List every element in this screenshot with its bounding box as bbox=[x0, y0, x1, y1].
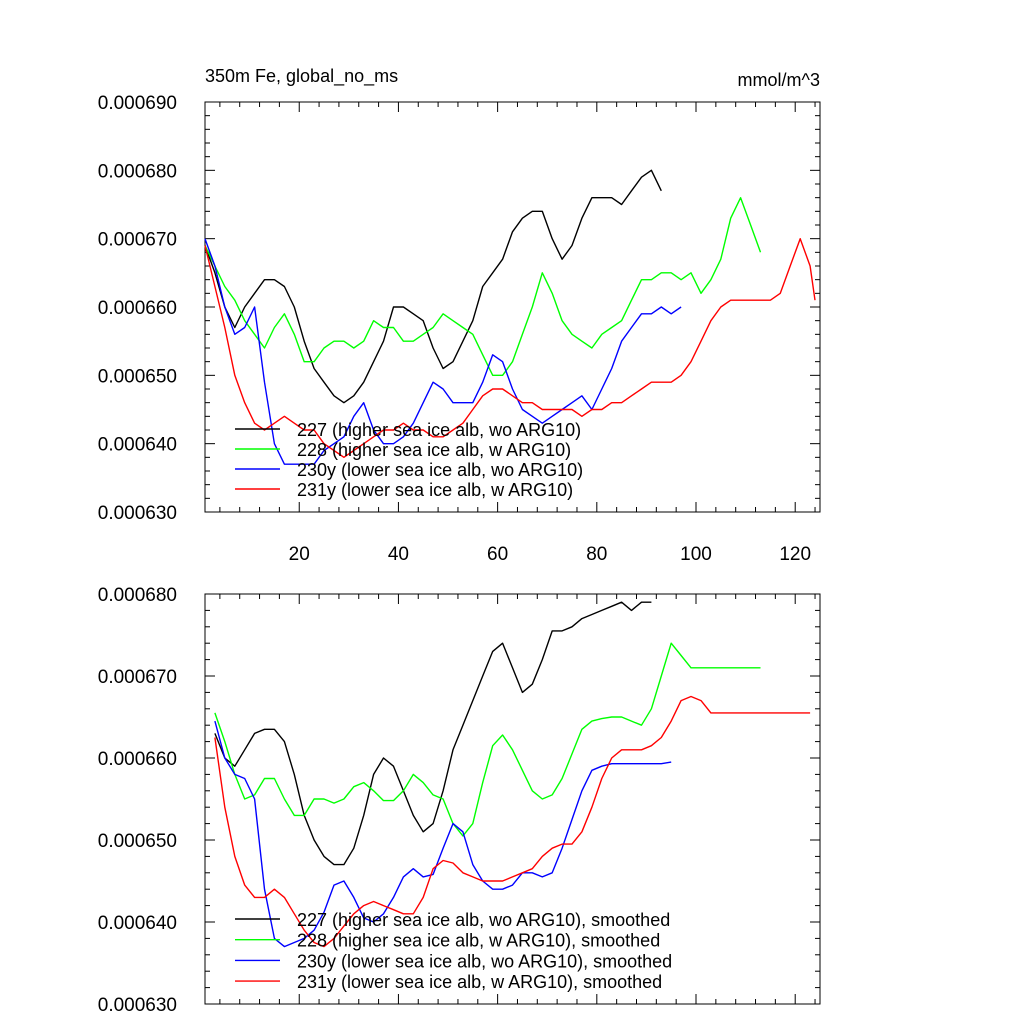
x-tick-label: 40 bbox=[388, 544, 409, 565]
x-tick-label: 80 bbox=[586, 544, 607, 565]
y-tick-labels: 0.000630 0.000640 0.000650 0.000660 0.000670… bbox=[98, 585, 177, 1016]
legend-label-2: 230y (lower sea ice alb, wo ARG10), smoo… bbox=[297, 951, 672, 971]
y-tick-label: 0.000650 bbox=[98, 831, 177, 852]
series-lines bbox=[204, 169, 816, 465]
x-tick-marks bbox=[219, 102, 816, 512]
series-line-3 bbox=[204, 237, 816, 458]
y-tick-label: 0.000670 bbox=[98, 667, 177, 688]
y-tick-label: 0.000630 bbox=[98, 995, 177, 1016]
x-tick-label: 60 bbox=[487, 544, 508, 565]
series-line-0 bbox=[214, 601, 652, 866]
x-tick-labels: 20 40 60 80 100 120 bbox=[289, 544, 811, 565]
series-line-0 bbox=[204, 169, 662, 404]
series-line-2 bbox=[204, 238, 682, 465]
chart-panel-bottom: 0.000630 0.000640 0.000650 0.000660 0.000670… bbox=[98, 585, 821, 1016]
y-tick-marks bbox=[205, 101, 820, 513]
legend: 227 (higher sea ice alb, wo ARG10), smoo… bbox=[235, 910, 672, 992]
chart-title-left: 350m Fe, global_no_ms bbox=[205, 66, 398, 87]
x-tick-label: 120 bbox=[779, 544, 811, 565]
legend-label-3: 231y (lower sea ice alb, w ARG10) bbox=[297, 480, 573, 500]
y-tick-label: 0.000670 bbox=[98, 230, 177, 251]
y-tick-label: 0.000680 bbox=[98, 161, 177, 182]
y-tick-label: 0.000640 bbox=[98, 435, 177, 456]
series-line-2 bbox=[214, 720, 672, 948]
legend-label-0: 227 (higher sea ice alb, wo ARG10) bbox=[297, 420, 581, 440]
y-tick-label: 0.000630 bbox=[98, 503, 177, 524]
legend-label-1: 228 (higher sea ice alb, w ARG10) bbox=[297, 440, 571, 460]
chart-panel-top: 350m Fe, global_no_ms mmol/m^3 0.0006300… bbox=[98, 66, 821, 565]
x-tick-label: 20 bbox=[289, 544, 310, 565]
y-tick-label: 0.000640 bbox=[98, 913, 177, 934]
legend-label-0: 227 (higher sea ice alb, wo ARG10), smoo… bbox=[297, 910, 670, 930]
legend-label-3: 231y (lower sea ice alb, w ARG10), smoot… bbox=[297, 972, 662, 992]
series-lines bbox=[214, 601, 811, 948]
y-tick-label: 0.000660 bbox=[98, 298, 177, 319]
y-tick-labels: 0.000630 0.000640 0.000650 0.000660 0.000670… bbox=[98, 93, 177, 524]
y-tick-label: 0.000690 bbox=[98, 93, 177, 114]
plot-frame bbox=[204, 593, 821, 1005]
y-tick-marks bbox=[205, 593, 820, 1005]
y-tick-label: 0.000660 bbox=[98, 749, 177, 770]
series-line-1 bbox=[214, 642, 761, 837]
legend-label-2: 230y (lower sea ice alb, wo ARG10) bbox=[297, 460, 583, 480]
series-line-1 bbox=[204, 196, 762, 376]
legend-label-1: 228 (higher sea ice alb, w ARG10), smoot… bbox=[297, 931, 660, 951]
legend: 227 (higher sea ice alb, wo ARG10)228 (h… bbox=[235, 420, 583, 500]
series-line-3 bbox=[214, 695, 811, 948]
chart-title-right: mmol/m^3 bbox=[738, 70, 820, 90]
x-tick-marks bbox=[219, 594, 816, 1004]
x-tick-label: 100 bbox=[680, 544, 712, 565]
y-tick-label: 0.000650 bbox=[98, 366, 177, 387]
y-tick-label: 0.000680 bbox=[98, 585, 177, 606]
